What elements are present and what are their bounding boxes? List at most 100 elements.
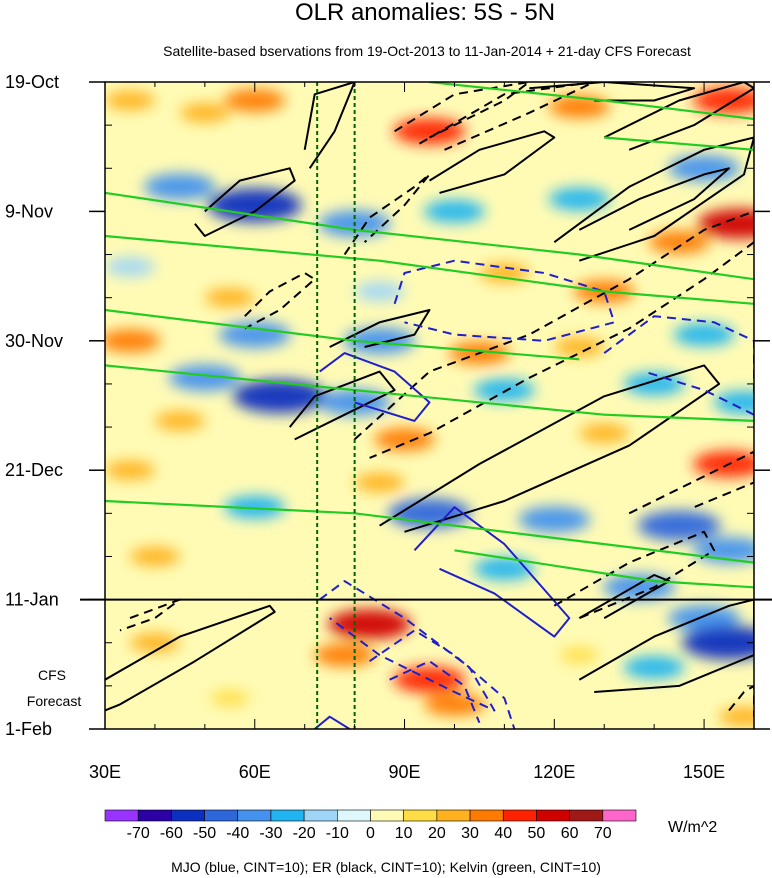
- er-contour: [428, 130, 556, 194]
- anomaly-feature: [518, 506, 591, 533]
- anomaly-feature: [423, 200, 485, 223]
- er-contour: [578, 598, 754, 693]
- anomaly-feature: [204, 288, 255, 308]
- er-contour: [119, 598, 181, 632]
- kelvin-contour: [105, 191, 754, 281]
- er-contour: [343, 173, 431, 256]
- anomaly-feature: [648, 230, 710, 254]
- colorbar-swatch: [370, 809, 404, 822]
- colorbar-swatch: [171, 809, 205, 822]
- anomaly-feature: [179, 103, 230, 123]
- x-tick-label: 150E: [683, 762, 725, 782]
- colorbar-label: -50: [193, 825, 216, 842]
- anomaly-feature: [354, 281, 405, 302]
- anomaly-feature: [129, 546, 180, 567]
- colorbar-swatch: [602, 809, 637, 822]
- anomaly-feature: [168, 364, 241, 391]
- plot-frame: [104, 81, 755, 730]
- colorbar-swatch: [204, 809, 239, 822]
- colorbar-label: -60: [160, 825, 183, 842]
- y-tick-label: 19-Oct: [5, 72, 59, 92]
- anomaly-feature: [207, 188, 302, 223]
- anomaly-feature: [548, 187, 610, 211]
- er-contour: [394, 82, 531, 139]
- kelvin-contour: [429, 82, 754, 121]
- anomaly-feature: [473, 557, 535, 581]
- x-tick-label: 30E: [89, 762, 121, 782]
- mjo-contour: [314, 715, 351, 729]
- mjo-contour: [369, 629, 516, 729]
- x-tick-label: 60E: [239, 762, 271, 782]
- anomaly-feature: [314, 643, 376, 667]
- anomaly-feature: [393, 118, 466, 145]
- anomaly-feature: [224, 89, 286, 112]
- kelvin-contour: [454, 549, 754, 589]
- colorbar-swatch: [270, 809, 305, 822]
- colorbar-label: -30: [259, 825, 282, 842]
- colorbar-label: 60: [561, 825, 579, 842]
- kelvin-contour: [105, 234, 754, 305]
- anomaly-field: [105, 87, 754, 727]
- plot-area: [105, 82, 754, 729]
- colorbar: -70 -60 -50 -40 -30 -20 -10 0 10 20 30 40 50 60 70: [104, 809, 637, 842]
- anomaly-feature: [719, 707, 754, 727]
- colorbar-label: 40: [494, 825, 512, 842]
- colorbar-swatch: [536, 809, 570, 822]
- anomaly-feature: [673, 323, 735, 347]
- er-contour: [329, 309, 431, 348]
- colorbar-label: 20: [428, 825, 446, 842]
- mjo-contour: [319, 580, 496, 712]
- chart-subtitle: Satellite-based bservations from 19-Oct-…: [163, 43, 691, 59]
- anomaly-feature: [713, 391, 754, 414]
- anomaly-feature: [637, 510, 721, 541]
- anomaly-feature: [559, 647, 599, 663]
- anomaly-feature: [693, 450, 754, 478]
- anomaly-feature: [554, 337, 605, 357]
- colorbar-label: 50: [528, 825, 546, 842]
- anomaly-feature: [105, 90, 155, 111]
- anomaly-feature: [479, 263, 530, 283]
- forecast-label-line2: Forecast: [27, 693, 82, 709]
- y-tick-label: 9-Nov: [5, 201, 53, 221]
- mjo-contour: [393, 259, 616, 342]
- anomaly-feature: [343, 327, 416, 354]
- colorbar-label: 0: [366, 825, 375, 842]
- anomaly-feature: [579, 423, 630, 443]
- y-tick-label: 30-Nov: [5, 331, 63, 351]
- colorbar-label: 10: [395, 825, 413, 842]
- er-contour: [418, 82, 596, 151]
- y-tick-label: 1-Feb: [5, 719, 52, 739]
- anomaly-feature: [232, 379, 327, 414]
- colorbar-swatch: [104, 809, 139, 822]
- er-contour: [578, 167, 730, 231]
- colorbar-swatch: [569, 809, 604, 822]
- colorbar-label: -70: [127, 825, 150, 842]
- anomaly-feature: [623, 655, 685, 679]
- x-tick-label: 90E: [389, 762, 421, 782]
- kelvin-contour: [105, 308, 580, 361]
- colorbar-label: 70: [594, 825, 612, 842]
- y-axis: 19-Oct 9-Nov 30-Nov 21-Dec 11-Jan 1-Feb: [5, 72, 770, 739]
- anomaly-feature: [105, 329, 161, 353]
- anomaly-feature: [423, 692, 485, 716]
- forecast-label-line1: CFS: [38, 667, 66, 683]
- x-tick-label: 120E: [533, 762, 575, 782]
- mjo-contour: [319, 352, 431, 422]
- x-axis: 30E 60E 90E 120E 150E: [89, 82, 755, 782]
- colorbar-label: -10: [326, 825, 349, 842]
- er-contour: [379, 364, 721, 533]
- colorbar-swatch: [436, 809, 471, 822]
- er-contour: [244, 272, 316, 330]
- y-tick-label: 21-Dec: [5, 460, 63, 480]
- anomaly-feature: [143, 173, 216, 200]
- anomaly-feature: [374, 427, 436, 451]
- anomaly-feature: [354, 472, 405, 493]
- anomaly-feature: [697, 208, 754, 239]
- chart-title: OLR anomalies: 5S - 5N: [295, 0, 555, 26]
- kelvin-contour: [105, 364, 754, 422]
- anomaly-feature: [218, 321, 291, 348]
- anomaly-feature: [682, 625, 754, 660]
- reference-lines: [316, 82, 356, 729]
- er-contour: [553, 136, 754, 262]
- er-contour: [288, 370, 396, 441]
